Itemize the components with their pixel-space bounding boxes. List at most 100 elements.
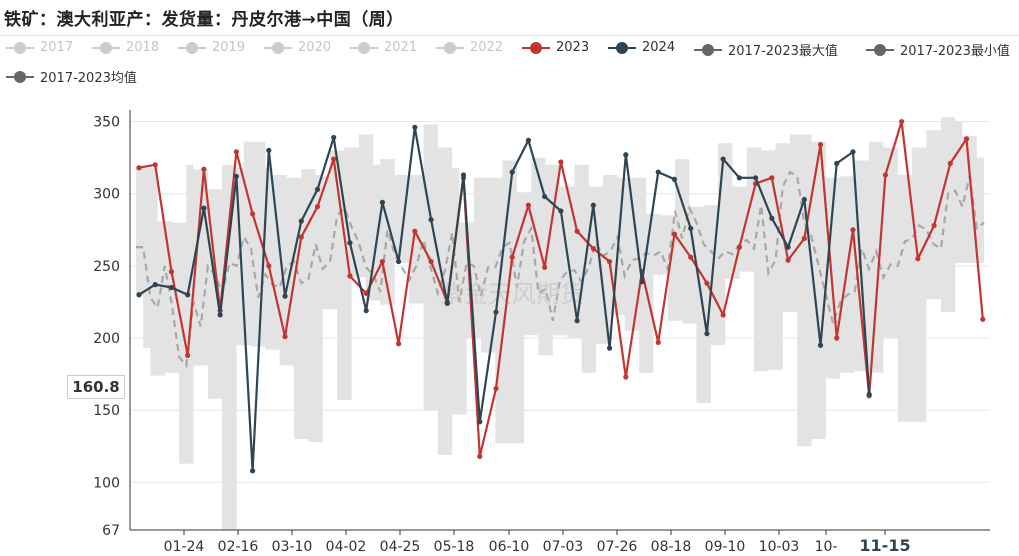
data-point-2023 (801, 235, 807, 242)
legend-item-2017-2023最小值[interactable]: 2017-2023最小值 (866, 40, 1010, 59)
legend-item-2022[interactable]: 2022 (436, 40, 503, 55)
data-point-2023 (655, 339, 661, 345)
legend-marker-icon (350, 41, 378, 55)
data-point-2023 (574, 228, 580, 234)
legend-label: 2017-2023最大值 (728, 44, 838, 59)
data-point-2023 (947, 160, 953, 167)
x-tick-label: 01-24 (164, 539, 205, 555)
x-tick-label: 08-18 (651, 539, 692, 555)
x-tick-label: 10- (815, 539, 838, 555)
data-point-2023 (915, 256, 921, 262)
data-point-2024 (769, 215, 775, 221)
data-point-2024 (801, 196, 807, 203)
data-point-2023 (347, 273, 353, 279)
data-point-2023 (542, 264, 548, 270)
data-point-2023 (185, 352, 191, 358)
data-point-2024 (850, 149, 856, 155)
data-point-2023 (720, 312, 726, 318)
data-point-2023 (314, 204, 321, 210)
x-tick-label: 02-16 (218, 539, 259, 555)
data-point-2024 (460, 172, 467, 178)
data-point-2023 (671, 231, 678, 237)
legend-label: 2019 (212, 40, 246, 55)
data-point-2024 (785, 244, 791, 250)
data-point-2024 (152, 282, 158, 288)
data-point-2023 (282, 333, 288, 340)
data-point-2024 (736, 175, 742, 181)
data-point-2023 (152, 162, 158, 168)
legend-label: 2022 (470, 40, 504, 55)
data-point-2024 (688, 225, 694, 231)
x-tick-label: 03-10 (272, 539, 313, 555)
legend-marker-icon (6, 41, 34, 55)
data-point-2023 (201, 166, 207, 172)
data-point-2024 (185, 292, 191, 298)
data-point-2023 (817, 142, 824, 148)
data-point-2023 (785, 257, 791, 263)
data-point-2023 (266, 263, 272, 269)
legend-label: 2018 (126, 40, 160, 55)
y-tick-label: 100 (93, 475, 120, 491)
legend-item-2017-2023均值[interactable]: 2017-2023均值 (6, 67, 137, 86)
data-point-2024 (201, 205, 207, 211)
data-point-2023 (980, 316, 986, 322)
data-point-2024 (347, 240, 353, 246)
data-point-2024 (509, 169, 515, 175)
legend-label: 2023 (556, 40, 590, 55)
data-point-2024 (168, 284, 175, 291)
legend-marker-icon (522, 41, 550, 55)
legend-item-2017[interactable]: 2017 (6, 40, 73, 55)
data-point-2023 (493, 385, 499, 392)
legend-marker-icon (178, 41, 206, 55)
y-tick-label: 67 (102, 523, 120, 539)
data-point-2023 (931, 222, 937, 229)
data-point-2024 (428, 217, 434, 223)
data-point-2023 (136, 165, 142, 171)
x-tick-label: 05-18 (434, 539, 475, 555)
data-point-2024 (817, 342, 824, 348)
data-point-2023 (233, 149, 239, 155)
data-point-2023 (168, 269, 175, 275)
data-point-2023 (736, 244, 742, 250)
data-point-2023 (379, 258, 385, 265)
x-tick-label: 07-26 (597, 539, 638, 555)
data-point-2023 (412, 228, 418, 234)
data-point-2024 (217, 312, 223, 318)
data-point-2023 (363, 290, 369, 296)
legend-marker-icon (6, 70, 34, 84)
chart-title: 铁矿：澳大利亚产：发货量：丹皮尔港→中国（周） (4, 10, 404, 30)
data-point-2023 (525, 202, 532, 208)
legend-item-2021[interactable]: 2021 (350, 40, 417, 55)
title-divider (0, 35, 1019, 36)
data-point-2023 (249, 211, 256, 217)
y-tick-label: 350 (93, 115, 120, 131)
legend-item-2023[interactable]: 2023 (522, 40, 589, 55)
legend-label: 2017-2023最小值 (900, 44, 1010, 59)
legend-item-2024[interactable]: 2024 (608, 40, 675, 55)
legend-label: 2020 (298, 40, 332, 55)
data-point-2024 (477, 419, 483, 425)
data-point-2023 (331, 156, 337, 162)
data-point-2023 (298, 234, 304, 240)
x-tick-label: 07-03 (543, 539, 584, 555)
legend-item-2017-2023最大值[interactable]: 2017-2023最大值 (694, 40, 838, 59)
legend-label: 2021 (384, 40, 418, 55)
legend-label: 2024 (642, 40, 676, 55)
data-point-2024 (412, 124, 418, 130)
legend-marker-icon (866, 43, 894, 57)
data-point-2024 (282, 293, 288, 299)
legend-item-2019[interactable]: 2019 (178, 40, 245, 55)
data-point-2024 (249, 468, 256, 474)
data-point-2024 (363, 308, 369, 314)
data-point-2023 (834, 335, 840, 341)
data-point-2024 (542, 193, 548, 200)
data-point-2024 (866, 391, 872, 397)
data-point-2023 (899, 118, 905, 125)
y-tick-label: 200 (93, 331, 120, 347)
data-point-2023 (558, 159, 564, 165)
data-point-2024 (314, 186, 321, 192)
legend-item-2020[interactable]: 2020 (264, 40, 331, 55)
data-point-2024 (704, 331, 710, 337)
data-point-2023 (688, 254, 694, 260)
legend-item-2018[interactable]: 2018 (92, 40, 159, 55)
